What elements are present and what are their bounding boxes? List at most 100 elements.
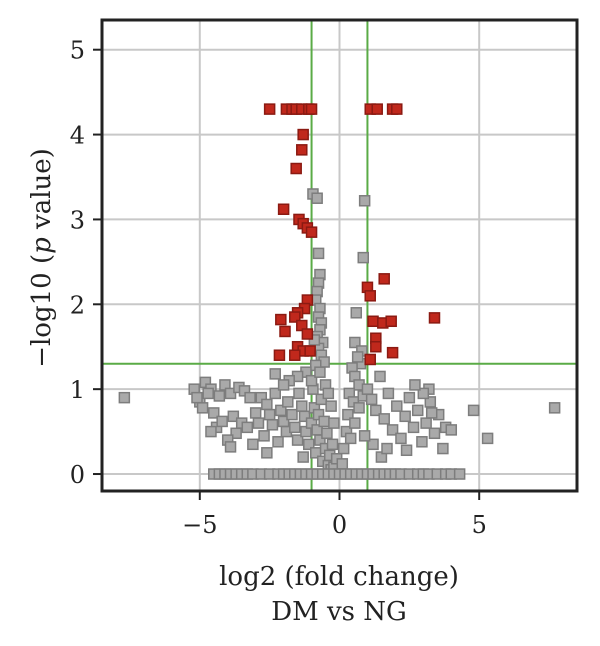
data-point-not-significant — [322, 387, 335, 400]
data-point-not-significant — [425, 407, 438, 419]
y-tick-label: 5 — [70, 37, 85, 65]
data-point-not-significant — [315, 393, 328, 406]
data-point-not-significant — [337, 442, 350, 455]
data-point-not-significant — [358, 195, 371, 207]
data-point-significant — [386, 346, 399, 359]
data-point-not-significant — [374, 370, 386, 383]
data-point-not-significant — [386, 424, 399, 436]
data-point-significant — [297, 128, 309, 141]
data-point-not-significant — [391, 400, 403, 412]
x-axis-ticks: −5 0 5 — [182, 491, 487, 539]
data-point-not-significant — [420, 417, 432, 429]
data-point-not-significant — [417, 387, 430, 400]
data-point-not-significant — [244, 391, 256, 404]
data-point-significant — [305, 103, 318, 115]
data-point-not-significant — [437, 442, 449, 455]
data-point-not-significant — [205, 425, 217, 438]
data-point-not-significant — [269, 387, 281, 400]
data-point-not-significant — [312, 247, 325, 260]
data-point-not-significant — [353, 402, 365, 414]
data-point-not-significant — [453, 468, 466, 480]
data-point-significant — [301, 328, 314, 340]
data-point-not-significant — [381, 442, 393, 455]
data-point-not-significant — [277, 379, 290, 391]
data-point-significant — [273, 349, 286, 361]
data-point-not-significant — [325, 400, 337, 412]
data-point-not-significant — [286, 408, 298, 421]
data-point-significant — [305, 226, 318, 238]
data-point-not-significant — [424, 396, 437, 408]
data-point-not-significant — [208, 407, 220, 419]
data-point-not-significant — [282, 396, 294, 408]
y-axis-label-post: value) — [27, 148, 57, 237]
x-tick-label: −5 — [182, 511, 217, 539]
data-point-not-significant — [263, 408, 276, 421]
data-point-not-significant — [358, 430, 371, 442]
data-point-not-significant — [311, 192, 323, 204]
data-point-not-significant — [318, 415, 330, 428]
data-point-significant — [391, 103, 403, 115]
y-tick-label: 0 — [70, 461, 85, 489]
data-point-not-significant — [548, 402, 561, 414]
data-point-significant — [275, 313, 287, 326]
data-point-not-significant — [336, 458, 349, 470]
data-point-not-significant — [349, 417, 361, 429]
y-tick-label: 2 — [70, 291, 85, 319]
data-point-significant — [364, 290, 376, 302]
data-point-significant — [364, 353, 376, 366]
data-point-not-significant — [321, 427, 333, 440]
data-point-not-significant — [252, 417, 265, 429]
data-point-not-significant — [351, 351, 364, 363]
data-point-not-significant — [416, 436, 428, 448]
data-point-significant — [296, 144, 308, 156]
data-point-not-significant — [227, 410, 240, 423]
data-point-not-significant — [291, 434, 304, 446]
data-point-significant — [371, 103, 383, 115]
data-point-not-significant — [293, 387, 305, 400]
x-tick-label: 0 — [332, 511, 347, 539]
points-not-significant — [118, 188, 561, 480]
data-point-not-significant — [298, 410, 311, 423]
x-axis-sublabel: DM vs NG — [271, 597, 407, 627]
data-point-not-significant — [395, 432, 407, 445]
data-point-not-significant — [213, 390, 226, 402]
data-point-not-significant — [344, 432, 357, 445]
y-axis-label-italic: p — [27, 237, 57, 254]
x-axis-label: log2 (fold change) — [219, 562, 459, 592]
data-point-not-significant — [403, 391, 416, 404]
data-point-not-significant — [247, 438, 259, 451]
data-point-not-significant — [261, 398, 273, 411]
data-point-not-significant — [191, 391, 203, 404]
data-point-significant — [428, 312, 441, 324]
y-tick-label: 4 — [70, 122, 85, 150]
data-point-not-significant — [308, 334, 321, 346]
data-point-not-significant — [224, 441, 237, 453]
data-point-significant — [367, 315, 379, 328]
data-point-not-significant — [370, 404, 382, 417]
data-point-not-significant — [224, 387, 237, 400]
data-point-not-significant — [202, 387, 214, 400]
data-point-not-significant — [297, 451, 309, 463]
data-point-not-significant — [409, 379, 421, 391]
data-point-not-significant — [428, 427, 441, 440]
y-axis-ticks: 0 1 2 3 4 5 — [70, 37, 102, 489]
data-point-not-significant — [258, 430, 270, 442]
data-point-not-significant — [249, 407, 262, 419]
data-point-not-significant — [349, 336, 361, 349]
data-point-not-significant — [266, 419, 279, 431]
data-point-significant — [289, 349, 301, 361]
data-point-significant — [370, 340, 382, 353]
data-point-not-significant — [326, 438, 339, 451]
data-point-not-significant — [400, 444, 413, 457]
data-point-significant — [290, 162, 302, 175]
y-axis-label: −log10 (p value) — [27, 148, 57, 368]
data-point-significant — [289, 311, 301, 323]
data-point-not-significant — [399, 410, 411, 423]
data-point-not-significant — [367, 438, 379, 451]
data-point-not-significant — [350, 307, 363, 319]
data-point-not-significant — [357, 251, 369, 264]
data-point-not-significant — [305, 374, 318, 387]
data-point-not-significant — [361, 383, 374, 395]
data-point-not-significant — [303, 438, 315, 451]
